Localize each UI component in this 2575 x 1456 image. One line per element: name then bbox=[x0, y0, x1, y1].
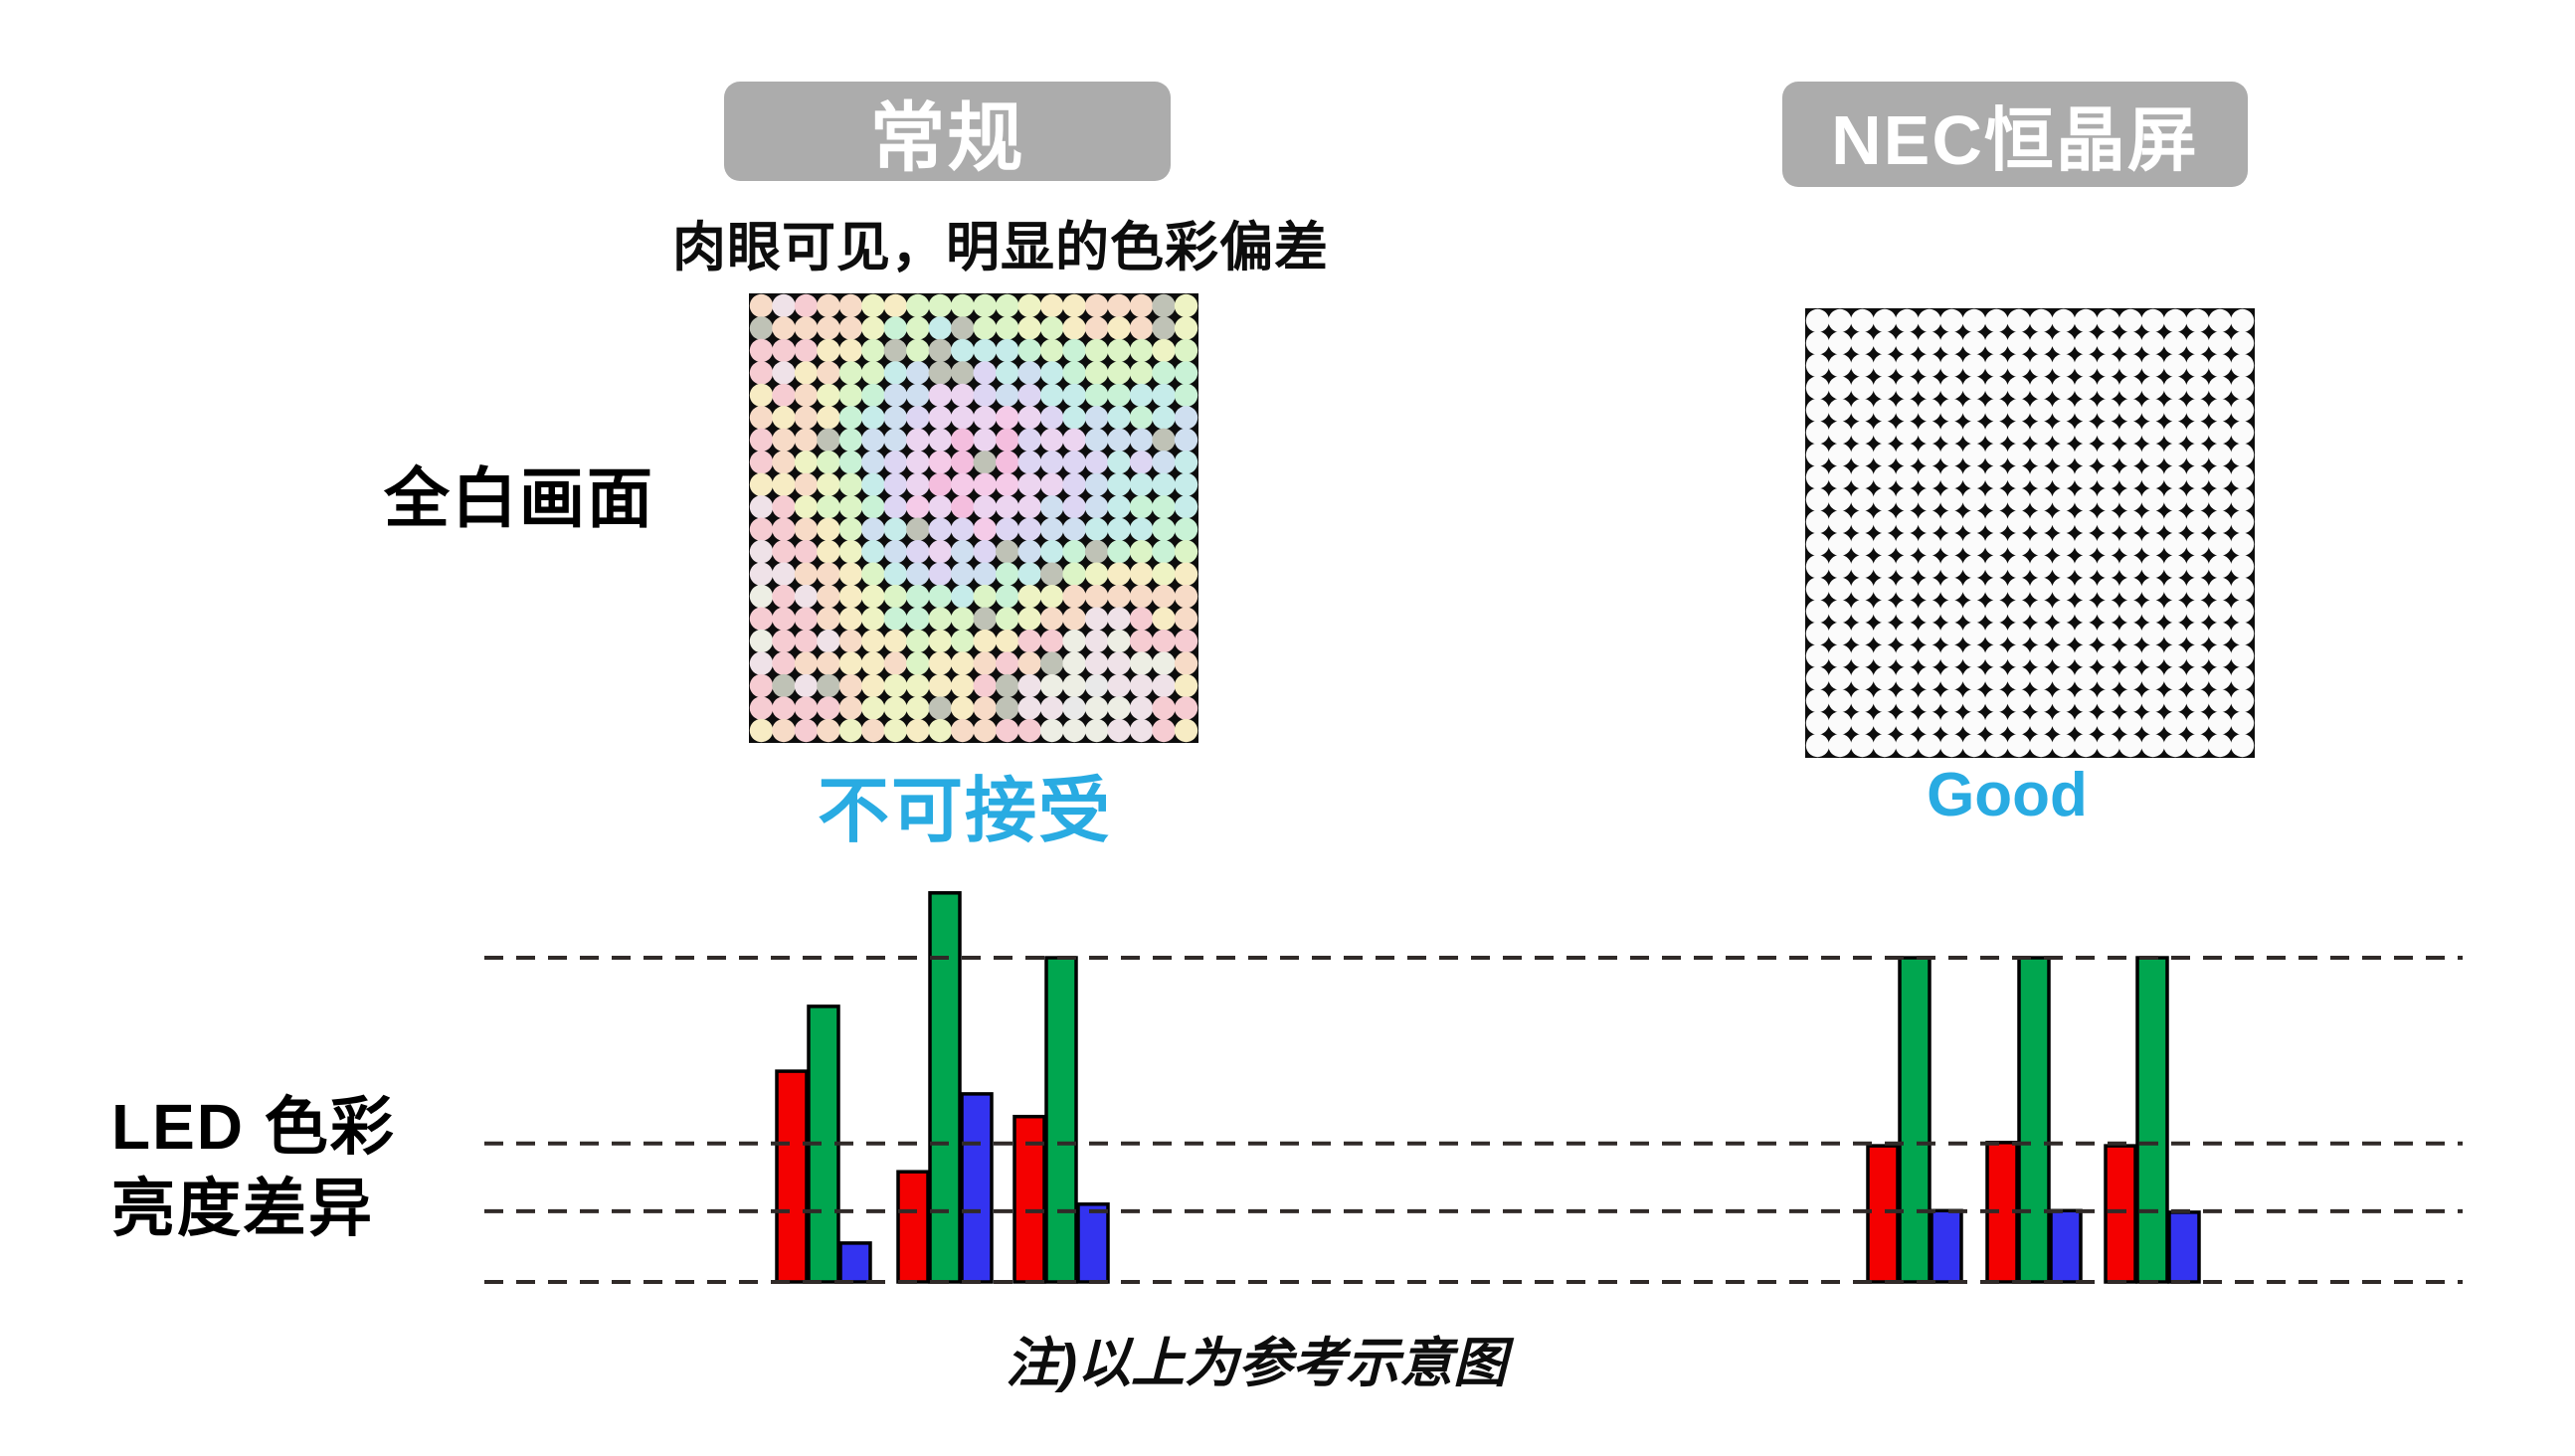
badge-nec: NEC恒晶屏 bbox=[1782, 82, 2248, 187]
led-matrix-nec bbox=[1805, 308, 2255, 758]
bar-conventional-g3-green bbox=[1044, 956, 1078, 1284]
bar-nec-g1-green bbox=[1898, 956, 1931, 1284]
bar-conventional-g1-green bbox=[807, 1004, 840, 1284]
row-label-led-difference-line1: LED 色彩 bbox=[111, 1091, 396, 1163]
row-label-led-difference: LED 色彩 亮度差异 bbox=[111, 1086, 396, 1249]
led-matrix-conventional bbox=[749, 293, 1198, 743]
verdict-good: Good bbox=[1927, 761, 2088, 829]
bar-conventional-g2-red bbox=[896, 1170, 930, 1284]
bar-nec-g3-blue bbox=[2167, 1210, 2201, 1284]
bar-nec-g3-red bbox=[2104, 1144, 2137, 1284]
bar-conventional-g3-blue bbox=[1076, 1202, 1110, 1284]
bar-conventional-g1-blue bbox=[838, 1241, 872, 1284]
badge-conventional: 常规 bbox=[724, 82, 1171, 181]
bar-conventional-g1-red bbox=[775, 1069, 809, 1284]
badge-conventional-label: 常规 bbox=[869, 96, 1025, 181]
row-label-led-difference-line2: 亮度差异 bbox=[111, 1173, 374, 1244]
bar-nec-g2-red bbox=[1985, 1141, 2019, 1284]
row-label-white-screen: 全白画面 bbox=[384, 461, 654, 535]
bar-nec-g2-green bbox=[2017, 956, 2051, 1284]
bar-nec-g1-red bbox=[1866, 1144, 1900, 1284]
bar-nec-g1-blue bbox=[1930, 1208, 1963, 1284]
bar-conventional-g2-green bbox=[928, 891, 962, 1284]
bar-conventional-g3-red bbox=[1012, 1114, 1046, 1284]
note-disclaimer: 注)以上为参考示意图 bbox=[1006, 1334, 1507, 1393]
badge-nec-label: NEC恒晶屏 bbox=[1831, 100, 2199, 179]
bar-nec-g3-green bbox=[2135, 956, 2169, 1284]
bar-conventional-g2-blue bbox=[960, 1092, 994, 1284]
subtitle-color-deviation: 肉眼可见，明显的色彩偏差 bbox=[672, 218, 1329, 277]
verdict-unacceptable: 不可接受 bbox=[817, 772, 1113, 851]
bar-nec-g2-blue bbox=[2049, 1208, 2083, 1284]
